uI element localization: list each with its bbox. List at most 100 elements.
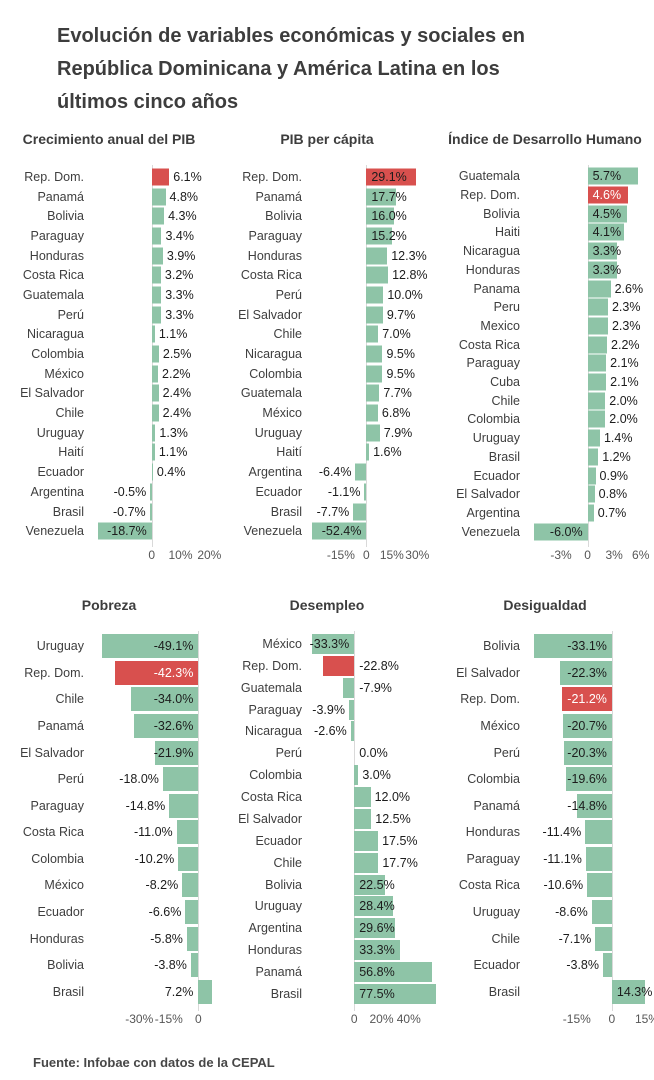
country-label: Perú [275, 287, 302, 302]
country-label: Rep. Dom. [242, 169, 302, 184]
country-label: México [44, 878, 84, 893]
value-label: -18.0% [119, 772, 159, 787]
value-label: -11.1% [543, 851, 582, 866]
bar [587, 410, 606, 428]
chart-title: Desempleo [289, 597, 365, 613]
chart-panel: Pobreza Uruguay -49.1% Rep. Dom. -42.3% Chile… [0, 597, 218, 1029]
bar-row: Argentina 29.6% [218, 917, 436, 939]
bar [151, 443, 155, 461]
country-label: Paraguay [466, 851, 520, 866]
bar-row: Nicaragua 9.5% [218, 344, 436, 364]
bar [131, 687, 199, 712]
bar [354, 830, 379, 851]
bar [151, 463, 153, 481]
bar-row: Uruguay -49.1% [0, 633, 218, 660]
bar [162, 767, 199, 792]
country-label: Chile [55, 406, 85, 421]
value-label: 1.3% [159, 425, 188, 440]
value-label: 10.0% [387, 287, 423, 302]
bar [366, 443, 370, 461]
bar-row: Ecuador 17.5% [218, 830, 436, 852]
bar [366, 384, 380, 402]
bar [353, 503, 367, 521]
bar [587, 354, 607, 372]
bar [611, 979, 646, 1004]
bar-row: Paraguay 3.4% [0, 226, 218, 246]
bar [366, 345, 383, 363]
country-label: El Salvador [20, 386, 84, 401]
value-label: -8.6% [555, 905, 588, 920]
value-label: 2.5% [162, 347, 192, 362]
country-label: Rep. Dom. [24, 169, 84, 184]
chart-title: Desigualdad [503, 597, 587, 613]
bar-row: Bolivia 4.5% [436, 204, 654, 223]
value-label: 77.5% [359, 986, 395, 1001]
country-label: Costa Rica [458, 878, 520, 893]
bar [354, 896, 393, 917]
bar-row: Bolivia 22.5% [218, 874, 436, 896]
bar-row: Rep. Dom. -22.8% [218, 655, 436, 677]
value-label: 33.3% [359, 943, 395, 958]
value-label: 5.7% [592, 169, 622, 184]
bar-row: Panamá 17.7% [218, 187, 436, 207]
value-label: 6.1% [173, 169, 202, 184]
bar [591, 900, 612, 925]
bar-highlight [151, 168, 170, 186]
bar [151, 365, 159, 383]
bar [354, 874, 385, 895]
value-label: -34.0% [153, 692, 194, 707]
country-label: Paraguay [466, 356, 520, 371]
value-label: 3.9% [166, 248, 196, 263]
chart-panel: Índice de Desarrollo Humano Guatemala 5.7%… [436, 131, 654, 565]
bar-row: México 2.2% [0, 364, 218, 384]
chart-panel: Desigualdad Bolivia -33.1% El Salvador -22.3… [436, 597, 654, 1029]
country-label: Costa Rica [22, 268, 84, 283]
axis-tick-label: 20% [369, 1012, 394, 1026]
bar-row: Ecuador -6.6% [0, 899, 218, 926]
x-axis: 0 10% 20% [94, 543, 221, 565]
country-label: Brasil [488, 449, 520, 464]
bar [151, 188, 166, 206]
bar-row: México -20.7% [436, 713, 654, 740]
bar [366, 306, 383, 324]
bar [97, 522, 152, 540]
bar-row: Chile -34.0% [0, 686, 218, 713]
bar [151, 227, 162, 245]
country-label: Honduras [465, 825, 520, 840]
country-label: Uruguay [36, 425, 84, 440]
bar-highlight [587, 186, 629, 204]
bar-row: Perú -20.3% [436, 739, 654, 766]
country-label: Ecuador [255, 833, 302, 848]
bar [178, 846, 199, 871]
bar-row: Brasil 14.3% [436, 979, 654, 1006]
country-label: Uruguay [36, 639, 84, 654]
country-label: Brasil [52, 504, 84, 519]
value-label: 0.8% [598, 487, 628, 502]
bar-row: Uruguay -8.6% [436, 899, 654, 926]
bar [348, 699, 355, 720]
bar-row: Bolivia 16.0% [218, 206, 436, 226]
bar-row: Uruguay 1.4% [436, 429, 654, 448]
bar-row: El Salvador -22.3% [436, 660, 654, 687]
value-label: 12.0% [374, 790, 411, 805]
bar-row: Nicaragua 3.3% [436, 242, 654, 261]
country-label: Guatemala [22, 287, 84, 302]
country-label: Argentina [248, 921, 302, 936]
bar-row: Chile 7.0% [218, 325, 436, 345]
country-label: México [262, 406, 302, 421]
country-label: Chile [273, 855, 303, 870]
chart-panel: Crecimiento anual del PIB Rep. Dom. 6.1% Pa… [0, 131, 221, 565]
bar [151, 207, 165, 225]
bar [566, 767, 612, 792]
country-label: Bolivia [483, 206, 520, 221]
bar-row: Uruguay 28.4% [218, 896, 436, 918]
value-label: 56.8% [359, 965, 395, 980]
bar [354, 852, 379, 873]
country-label: Panamá [255, 965, 302, 980]
value-label: -8.2% [145, 878, 179, 893]
bar-row: Colombia 3.0% [218, 764, 436, 786]
value-label: 16.0% [371, 209, 407, 224]
bar-row: Rep. Dom. 6.1% [0, 167, 218, 187]
value-label: 7.7% [383, 386, 412, 401]
value-label: 12.3% [391, 248, 427, 263]
